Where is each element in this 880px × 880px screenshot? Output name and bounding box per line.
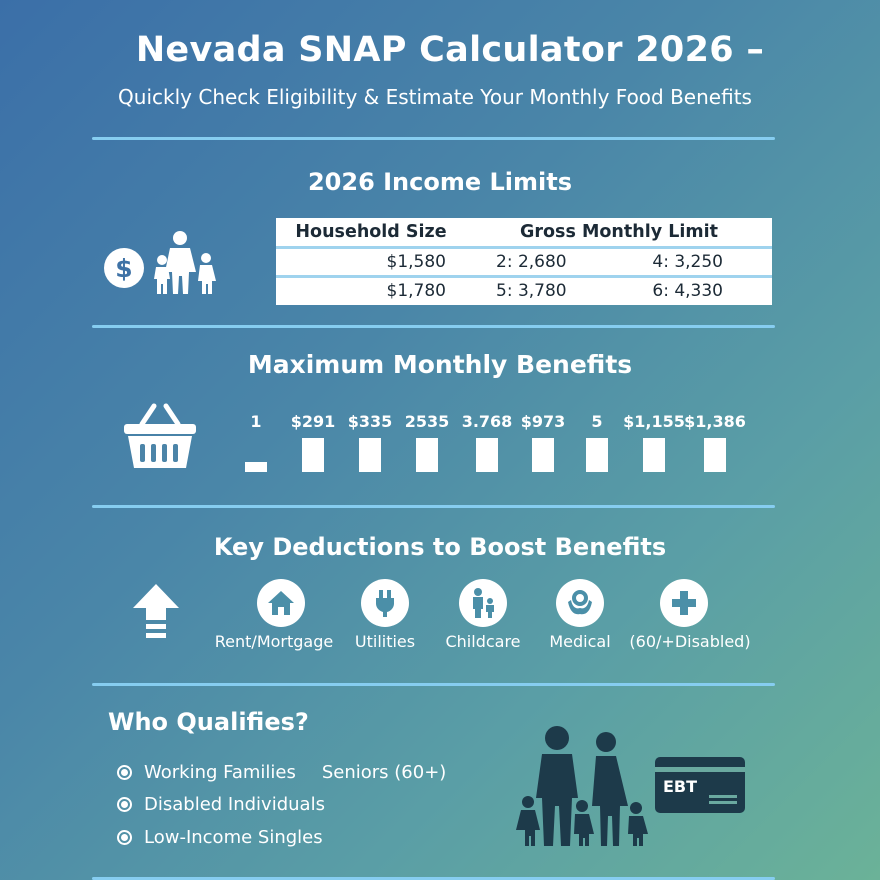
benefit-label: $973 (520, 412, 566, 431)
deduction-label-childcare: Childcare (445, 632, 521, 651)
table-header-row: Household Size Gross Monthly Limit (276, 218, 772, 249)
deduction-label-rent: Rent/Mortgage (214, 632, 334, 651)
list-item: Working Families Seniors (60+) (117, 762, 446, 783)
benefit-label: $1,155 (623, 412, 685, 431)
svg-text:$: $ (115, 254, 132, 283)
ebt-card-label: EBT (663, 777, 698, 796)
benefit-bar (704, 438, 726, 472)
benefit-bar (643, 438, 665, 472)
table-cell: 2: 2,680 (466, 247, 611, 278)
benefit-label: 1 (250, 412, 262, 431)
table-cell: $1,780 (386, 281, 446, 302)
divider (92, 877, 775, 880)
parent-child-icon (459, 579, 507, 627)
ebt-card-icon: EBT (655, 757, 745, 813)
header-household-size: Household Size (276, 218, 466, 249)
list-item: Disabled Individuals (117, 794, 325, 815)
deduction-label-medical: Medical (549, 632, 611, 651)
up-arrow-icon (133, 584, 179, 638)
bullet-icon (117, 765, 132, 780)
page-subtitle: Quickly Check Eligibility & Estimate You… (118, 85, 752, 109)
benefit-label: 5 (591, 412, 603, 431)
income-limits-table: Household Size Gross Monthly Limit $1,580… (276, 218, 772, 305)
who-qualifies-title: Who Qualifies? (108, 708, 309, 736)
benefit-bar (302, 438, 324, 472)
table-cell: $1,580 (276, 247, 466, 278)
deduction-label-disabled: (60/+Disabled) (629, 632, 751, 651)
bullet-icon (117, 797, 132, 812)
deductions-title: Key Deductions to Boost Benefits (213, 533, 667, 561)
caregiver-icon (556, 579, 604, 627)
medical-cross-icon (660, 579, 708, 627)
divider (92, 505, 775, 508)
list-item-label: Seniors (60+) (321, 762, 447, 783)
table-cell: 4: 3,250 (610, 247, 772, 278)
dollar-family-icon: $ (104, 231, 216, 294)
benefit-label: $1,386 (684, 412, 746, 431)
table-row: $1,580 2: 2,680 4: 3,250 (276, 247, 772, 278)
divider (92, 325, 775, 328)
list-item: Low-Income Singles (117, 827, 323, 848)
benefit-bar (416, 438, 438, 472)
list-item-label: Low-Income Singles (144, 827, 323, 848)
benefit-bar (532, 438, 554, 472)
benefit-bar (359, 438, 381, 472)
table-row: $1,780 5: 3,780 6: 4,330 (276, 276, 772, 305)
benefit-label: 3.768 (461, 412, 513, 431)
family-silhouette-icon (516, 726, 648, 846)
benefit-label: $291 (290, 412, 336, 431)
basket-icon (124, 403, 196, 468)
house-icon (257, 579, 305, 627)
list-item-label: Working Families (144, 762, 296, 783)
income-limits-title: 2026 Income Limits (307, 168, 573, 196)
page-title: Nevada SNAP Calculator 2026 – (135, 30, 765, 70)
divider (92, 137, 775, 140)
plug-icon (361, 579, 409, 627)
benefit-bar (586, 438, 608, 472)
table-cell: 5: 3,780 (496, 281, 567, 302)
bullet-icon (117, 830, 132, 845)
benefit-bar (476, 438, 498, 472)
benefit-label: $335 (347, 412, 393, 431)
benefit-label: 2535 (404, 412, 450, 431)
divider (92, 683, 775, 686)
benefit-bar (245, 462, 267, 472)
dollar-icon: $ (104, 248, 144, 288)
family-icon (154, 231, 216, 294)
table-cell: 6: 4,330 (652, 281, 723, 302)
deduction-label-utilities: Utilities (354, 632, 416, 651)
header-gross-monthly-limit: Gross Monthly Limit (466, 218, 772, 249)
max-benefits-title: Maximum Monthly Benefits (247, 350, 633, 379)
list-item-label: Disabled Individuals (144, 794, 325, 815)
